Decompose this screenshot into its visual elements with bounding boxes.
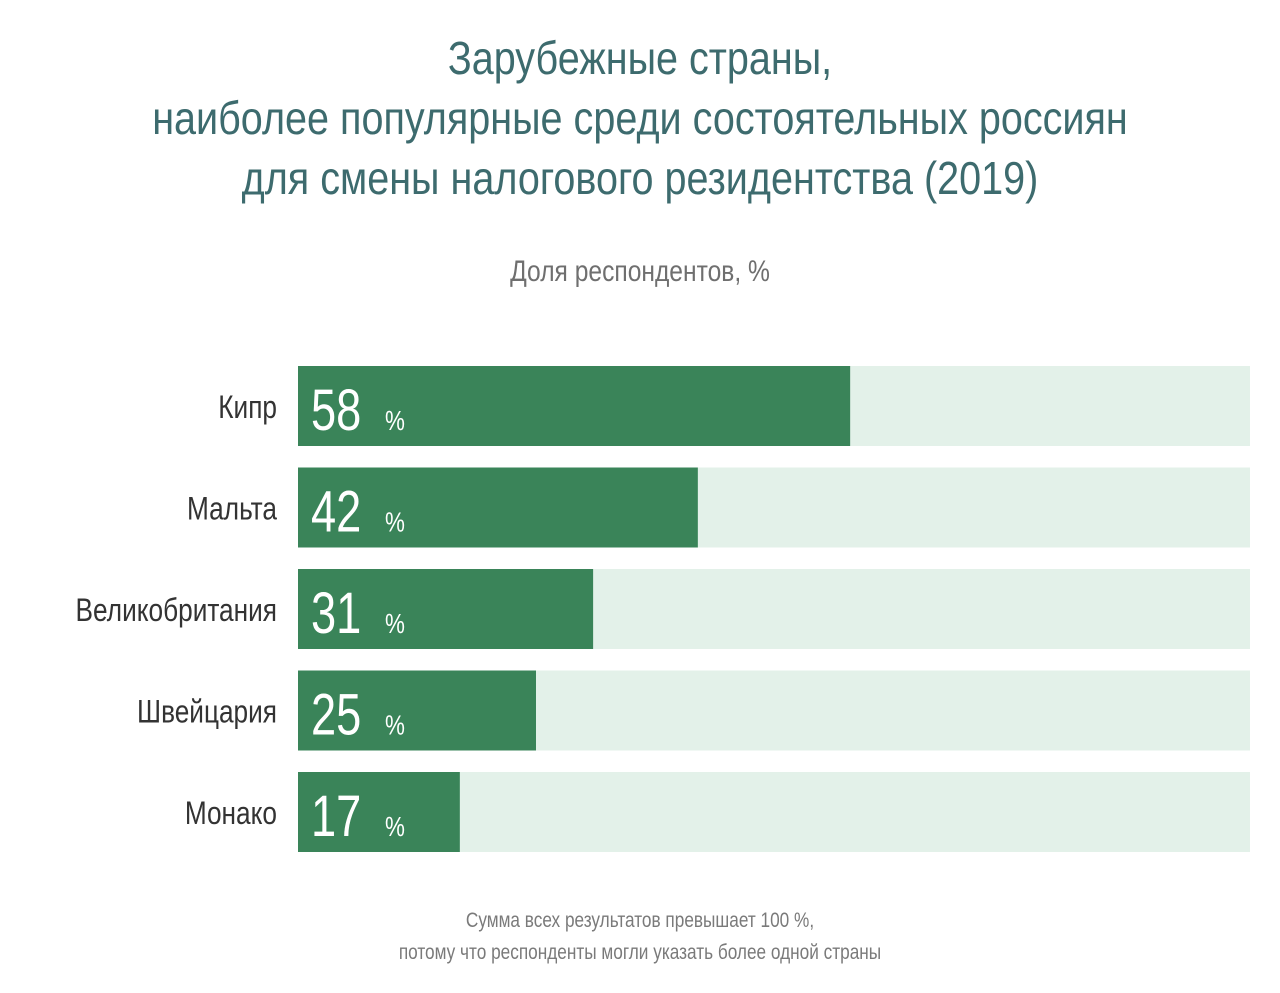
value-label: 31 bbox=[311, 582, 361, 647]
footnote: Сумма всех результатов превышает 100 %, … bbox=[115, 905, 1165, 969]
title-line-1: Зарубежные страны, bbox=[447, 32, 833, 84]
bar bbox=[298, 366, 851, 446]
value-percent-sign: % bbox=[385, 507, 405, 538]
category-label: Швейцария bbox=[137, 695, 277, 730]
bar-row: Мальта 42% bbox=[187, 467, 1250, 548]
value-label: 17 bbox=[311, 785, 361, 850]
value-percent-sign: % bbox=[385, 609, 405, 640]
bar-row: Швейцария 25% bbox=[137, 670, 1250, 751]
bar bbox=[298, 467, 698, 548]
footnote-line-1: Сумма всех результатов превышает 100 %, bbox=[465, 909, 815, 932]
value-percent-sign: % bbox=[385, 812, 405, 843]
category-label: Мальта bbox=[187, 492, 278, 527]
bar-row: Великобритания 31% bbox=[76, 569, 1250, 649]
bar-row: Кипр 58% bbox=[218, 366, 1250, 446]
bar bbox=[298, 772, 460, 852]
category-label: Великобритания bbox=[76, 594, 277, 629]
value-percent-sign: % bbox=[385, 710, 405, 741]
chart-subtitle: Доля респондентов, % bbox=[510, 255, 770, 288]
value-percent-sign: % bbox=[385, 406, 405, 437]
chart-title: Зарубежные страны, наиболее популярные с… bbox=[90, 28, 1191, 208]
bar-row: Монако 17% bbox=[185, 772, 1250, 852]
value-label: 42 bbox=[311, 480, 361, 545]
bar bbox=[298, 569, 594, 649]
title-line-3: для смены налогового резидентства (2019) bbox=[241, 152, 1039, 204]
bar bbox=[298, 670, 536, 751]
value-label: 58 bbox=[311, 379, 361, 444]
footnote-line-2: потому что респонденты могли указать бол… bbox=[398, 941, 882, 964]
title-line-2: наиболее популярные среди состоятельных … bbox=[152, 92, 1128, 144]
value-label: 25 bbox=[311, 683, 361, 748]
category-label: Монако bbox=[185, 797, 277, 832]
category-label: Кипр bbox=[218, 391, 277, 426]
